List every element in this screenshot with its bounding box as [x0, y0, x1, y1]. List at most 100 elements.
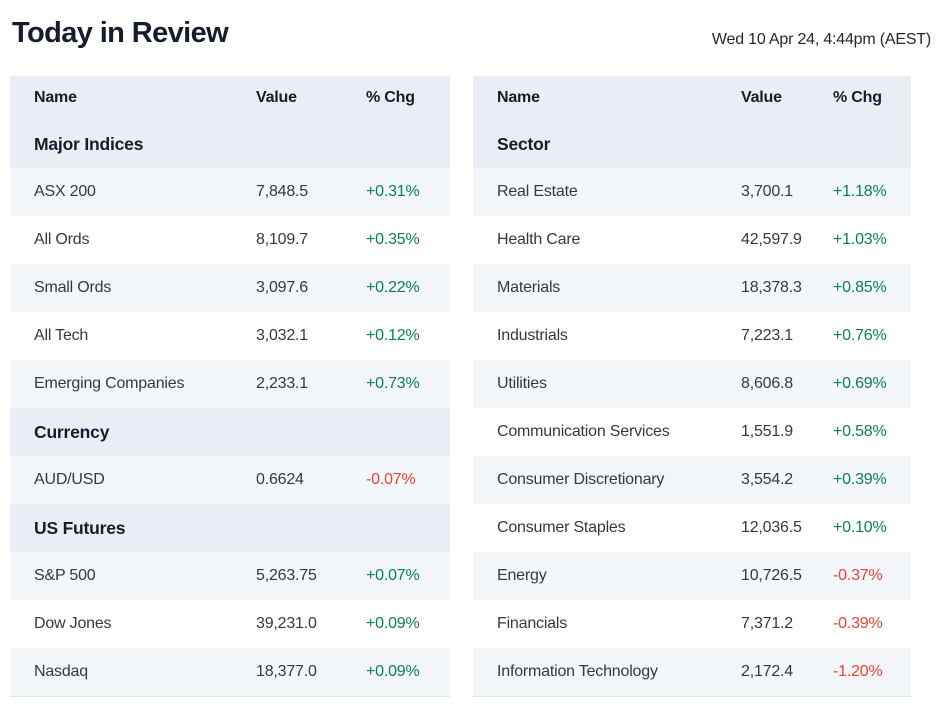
table-row: Health Care 42,597.9 +1.03%	[473, 216, 911, 264]
table-row: Small Ords 3,097.6 +0.22%	[10, 264, 450, 312]
page-title: Today in Review	[12, 17, 229, 49]
row-change: +0.76%	[833, 327, 887, 344]
row-name: Consumer Discretionary	[497, 471, 665, 488]
table-row: All Ords 8,109.7 +0.35%	[10, 216, 450, 264]
section-label: Currency	[34, 421, 110, 442]
row-change: +0.39%	[833, 471, 887, 488]
column-header-row: Name Value % Chg	[473, 76, 911, 120]
section-label: US Futures	[34, 517, 126, 538]
row-name: Health Care	[497, 231, 581, 248]
row-change: +0.85%	[833, 279, 887, 296]
column-header-value: Value	[256, 89, 297, 106]
row-change: +0.12%	[366, 327, 420, 344]
row-change: -1.20%	[833, 663, 883, 680]
table-row: Materials 18,378.3 +0.85%	[473, 264, 911, 312]
section-label: Major Indices	[34, 133, 144, 154]
row-change: -0.07%	[366, 471, 416, 488]
row-value: 10,726.5	[741, 567, 802, 584]
row-name: S&P 500	[34, 567, 96, 584]
header-bar: Today in Review Wed 10 Apr 24, 4:44pm (A…	[0, 0, 936, 76]
column-header-value: Value	[741, 89, 782, 106]
row-value: 3,032.1	[256, 327, 308, 344]
row-change: +0.35%	[366, 231, 420, 248]
table-row: Emerging Companies 2,233.1 +0.73%	[10, 360, 450, 408]
section-header-row: Major Indices	[10, 120, 450, 168]
column-header-name: Name	[34, 89, 77, 106]
row-value: 2,233.1	[256, 375, 308, 392]
tables-container: Name Value % Chg Major Indices ASX 200 7,848.…	[0, 76, 936, 697]
table-row: Dow Jones 39,231.0 +0.09%	[10, 600, 450, 648]
row-value: 18,377.0	[256, 663, 317, 680]
row-change: +0.73%	[366, 375, 420, 392]
row-value: 7,371.2	[741, 615, 793, 632]
column-header-chg: % Chg	[833, 89, 882, 106]
section-header-row: Sector	[473, 120, 911, 168]
sectors-table: Name Value % Chg Sector Real Estate 3,700.1 +1…	[473, 76, 911, 697]
row-name: Communication Services	[497, 423, 670, 440]
timestamp: Wed 10 Apr 24, 4:44pm (AEST)	[711, 31, 931, 48]
table-row: S&P 500 5,263.75 +0.07%	[10, 552, 450, 600]
table-row: Communication Services 1,551.9 +0.58%	[473, 408, 911, 456]
row-value: 7,848.5	[256, 183, 308, 200]
row-name: Nasdaq	[34, 663, 88, 680]
row-name: Consumer Staples	[497, 519, 626, 536]
section-label: Sector	[497, 133, 551, 154]
table-row: Utilities 8,606.8 +0.69%	[473, 360, 911, 408]
table-row: Consumer Discretionary 3,554.2 +0.39%	[473, 456, 911, 504]
row-change: +0.07%	[366, 567, 420, 584]
table-row: Energy 10,726.5 -0.37%	[473, 552, 911, 600]
row-value: 8,109.7	[256, 231, 308, 248]
row-value: 3,097.6	[256, 279, 308, 296]
row-value: 3,554.2	[741, 471, 793, 488]
row-name: Small Ords	[34, 279, 112, 296]
row-name: Financials	[497, 615, 568, 632]
table-row: Industrials 7,223.1 +0.76%	[473, 312, 911, 360]
row-change: +0.09%	[366, 663, 420, 680]
table-row: ASX 200 7,848.5 +0.31%	[10, 168, 450, 216]
row-change: +0.58%	[833, 423, 887, 440]
row-value: 3,700.1	[741, 183, 793, 200]
row-change: -0.39%	[833, 615, 883, 632]
indices-table: Name Value % Chg Major Indices ASX 200 7,848.…	[10, 76, 450, 697]
row-value: 42,597.9	[741, 231, 802, 248]
row-value: 5,263.75	[256, 567, 317, 584]
row-name: ASX 200	[34, 183, 96, 200]
row-name: Information Technology	[497, 663, 658, 680]
row-value: 0.6624	[256, 471, 304, 488]
row-name: Dow Jones	[34, 615, 112, 632]
row-change: +1.18%	[833, 183, 887, 200]
row-change: +0.09%	[366, 615, 420, 632]
row-change: +1.03%	[833, 231, 887, 248]
column-header-name: Name	[497, 89, 540, 106]
column-header-row: Name Value % Chg	[10, 76, 450, 120]
row-change: +0.69%	[833, 375, 887, 392]
table-row: All Tech 3,032.1 +0.12%	[10, 312, 450, 360]
table-row: Real Estate 3,700.1 +1.18%	[473, 168, 911, 216]
row-name: Utilities	[497, 375, 547, 392]
section-header-row: US Futures	[10, 504, 450, 552]
row-value: 18,378.3	[741, 279, 802, 296]
row-value: 2,172.4	[741, 663, 793, 680]
table-row: AUD/USD 0.6624 -0.07%	[10, 456, 450, 504]
row-value: 39,231.0	[256, 615, 317, 632]
row-change: -0.37%	[833, 567, 883, 584]
table-row: Information Technology 2,172.4 -1.20%	[473, 648, 911, 696]
row-value: 1,551.9	[741, 423, 793, 440]
row-value: 7,223.1	[741, 327, 793, 344]
row-name: Real Estate	[497, 183, 578, 200]
row-name: Energy	[497, 567, 547, 584]
row-name: Emerging Companies	[34, 375, 185, 392]
row-value: 8,606.8	[741, 375, 793, 392]
row-name: All Tech	[34, 327, 89, 344]
section-header-row: Currency	[10, 408, 450, 456]
row-change: +0.22%	[366, 279, 420, 296]
row-name: All Ords	[34, 231, 90, 248]
column-header-chg: % Chg	[366, 89, 415, 106]
table-row: Financials 7,371.2 -0.39%	[473, 600, 911, 648]
row-change: +0.10%	[833, 519, 887, 536]
row-change: +0.31%	[366, 183, 420, 200]
row-name: Industrials	[497, 327, 568, 344]
table-row: Consumer Staples 12,036.5 +0.10%	[473, 504, 911, 552]
row-name: Materials	[497, 279, 561, 296]
row-value: 12,036.5	[741, 519, 802, 536]
